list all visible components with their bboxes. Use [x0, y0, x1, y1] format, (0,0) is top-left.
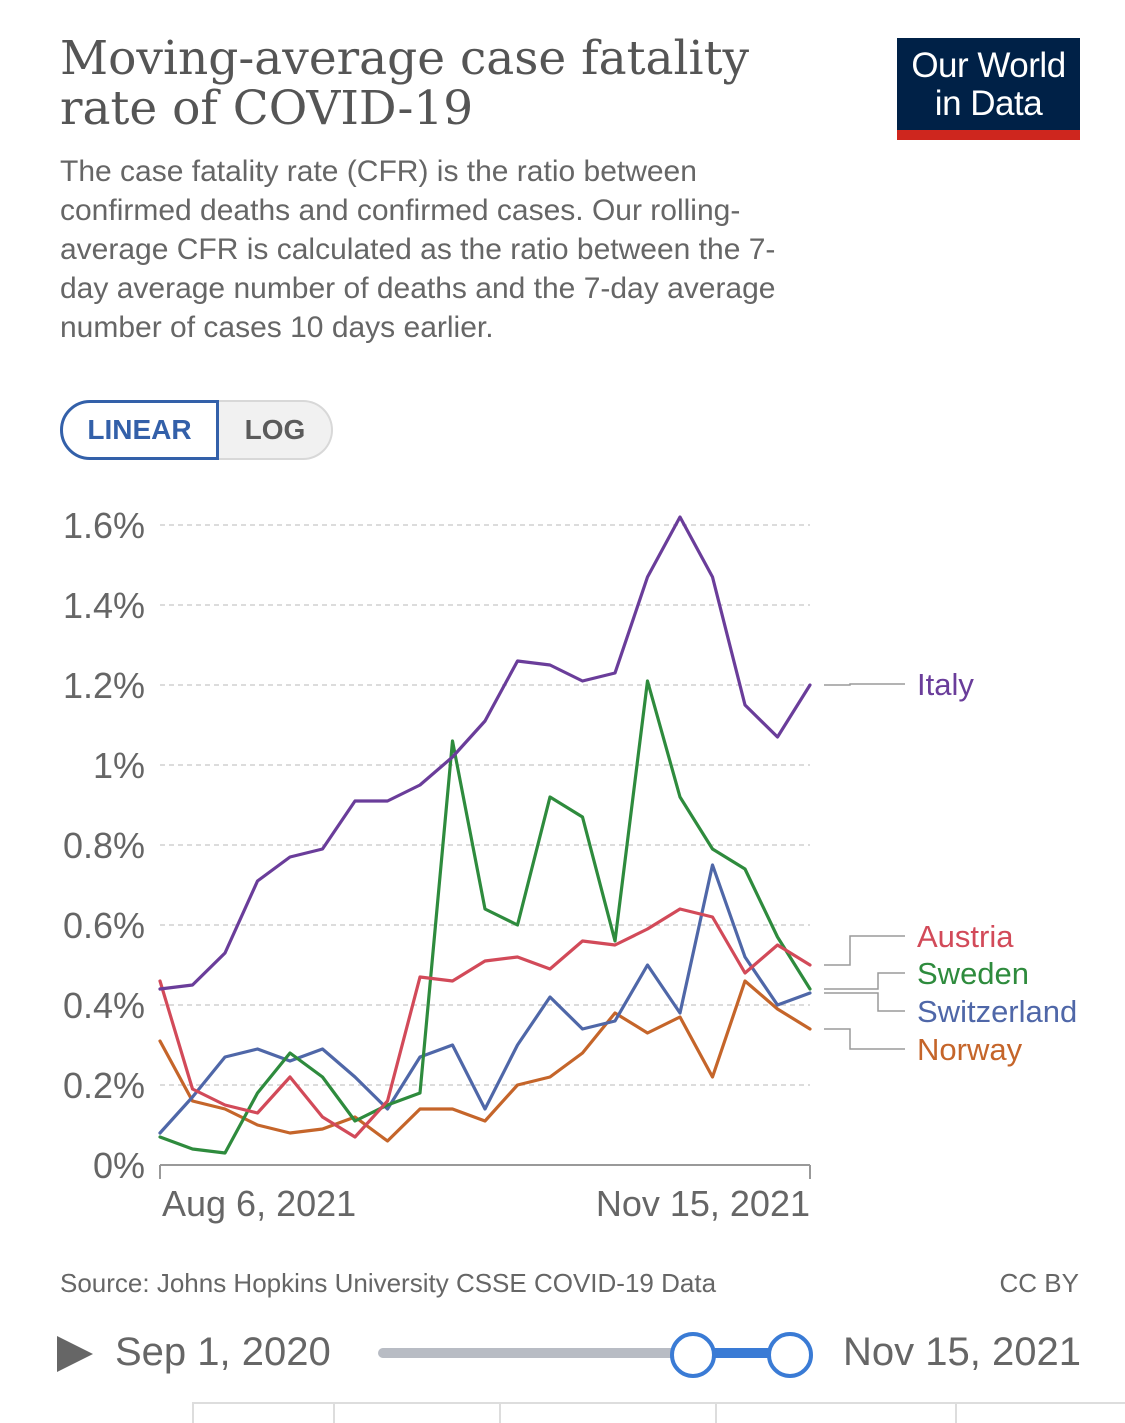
series-line-austria	[158, 907, 812, 1139]
legend-label-austria: Austria	[917, 919, 1014, 954]
legend-label-sweden: Sweden	[917, 956, 1029, 991]
chart-subtitle: The case fatality rate (CFR) is the rati…	[60, 155, 776, 344]
y-tick-label: 1%	[93, 745, 145, 786]
y-tick-label: 0.6%	[63, 905, 145, 946]
y-tick-label: 0%	[93, 1145, 145, 1186]
legend-label-italy: Italy	[917, 667, 974, 702]
series-lines	[158, 515, 812, 1155]
timeline-end-handle[interactable]	[767, 1332, 813, 1378]
line-chart: 0% 0.2% 0.4% 0.6% 0.8% 1% 1.2% 1.4% 1.6% Aug 6, …	[63, 505, 1077, 1224]
y-tick-label: 1.6%	[63, 505, 145, 546]
chart-title: Moving-average case fatality rate of COV…	[60, 31, 750, 136]
timeline-track[interactable]	[378, 1348, 788, 1358]
legend-connector	[824, 1028, 905, 1050]
timeline-end-label: Nov 15, 2021	[843, 1330, 1081, 1374]
y-tick-label: 1.2%	[63, 665, 145, 706]
play-icon[interactable]	[57, 1336, 93, 1372]
series-line-italy	[158, 515, 812, 991]
legend-connector	[824, 992, 905, 1012]
x-tick-label: Nov 15, 2021	[596, 1183, 810, 1224]
logo-line-1: Our World	[911, 46, 1066, 85]
y-tick-label: 0.8%	[63, 825, 145, 866]
log-scale-button[interactable]: LOG	[219, 400, 333, 460]
timeline-start-label: Sep 1, 2020	[115, 1330, 331, 1374]
series-line-sweden	[158, 679, 812, 1155]
y-tick-label: 0.4%	[63, 985, 145, 1026]
source-note[interactable]: Source: Johns Hopkins University CSSE CO…	[60, 1268, 717, 1298]
legend-connector	[824, 935, 905, 966]
scale-toggle: LINEAR LOG	[60, 400, 333, 460]
legend-label-norway: Norway	[917, 1032, 1023, 1067]
y-tick-label: 1.4%	[63, 585, 145, 626]
logo-line-2: in Data	[934, 84, 1043, 123]
timeline-start-handle[interactable]	[670, 1332, 716, 1378]
y-axis-ticks: 0% 0.2% 0.4% 0.6% 0.8% 1% 1.2% 1.4% 1.6%	[63, 505, 145, 1186]
timeline-selected-range	[692, 1348, 788, 1358]
tab-bar-edge	[192, 1402, 1125, 1423]
timeline: Sep 1, 2020 Nov 15, 2021	[0, 1320, 1125, 1390]
x-tick-label: Aug 6, 2021	[162, 1183, 356, 1224]
gridlines	[160, 524, 810, 1086]
license-link[interactable]: CC BY	[999, 1268, 1079, 1298]
series-line-norway	[158, 979, 812, 1143]
linear-scale-button[interactable]: LINEAR	[60, 400, 219, 460]
legend-connector	[824, 972, 905, 990]
y-tick-label: 0.2%	[63, 1065, 145, 1106]
owid-logo[interactable]: Our World in Data	[897, 38, 1080, 140]
legend-connector	[824, 683, 905, 686]
legend-label-switzerland: Switzerland	[917, 994, 1077, 1029]
x-axis: Aug 6, 2021 Nov 15, 2021	[159, 1164, 811, 1224]
